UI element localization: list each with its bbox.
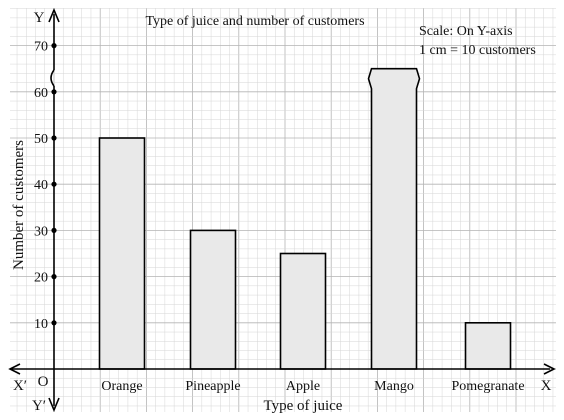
- x-axis-title: Type of juice: [264, 398, 343, 414]
- y-tick-dot: [51, 43, 57, 49]
- x-tick-label: Orange: [101, 379, 142, 394]
- axes: [8, 7, 556, 413]
- y-axis-title: Number of customers: [11, 140, 27, 270]
- y-neg-axis-letter: Y′: [32, 398, 46, 414]
- x-tick-label: Pineapple: [185, 379, 240, 394]
- bars: [98, 67, 512, 370]
- y-tick-label: 50: [34, 132, 48, 147]
- x-axis-letter: X: [541, 378, 552, 394]
- scale-note-line-1: Scale: On Y-axis: [419, 24, 513, 39]
- y-axis-break: [50, 69, 55, 87]
- y-tick-dot: [51, 135, 57, 141]
- x-neg-axis-arrow: [8, 363, 21, 375]
- y-tick-label: 20: [34, 271, 48, 286]
- x-tick-label: Pomegranate: [451, 379, 524, 394]
- bar-orange: [98, 137, 146, 370]
- y-tick-label: 60: [34, 86, 48, 101]
- x-tick-label: Apple: [286, 379, 320, 394]
- y-tick-label: 30: [34, 224, 48, 239]
- y-tick-label: 70: [34, 40, 48, 55]
- axis-labels: 10 20 30 40 50 60 70 Orange Pineapple Apple Mango P…: [11, 10, 552, 414]
- y-tick-dot: [51, 274, 57, 280]
- origin-label: O: [38, 374, 49, 390]
- bar-mango: [367, 67, 421, 370]
- y-tick-dot: [51, 320, 57, 326]
- y-tick-dot: [51, 181, 57, 187]
- y-neg-axis-arrow: [48, 397, 60, 413]
- chart-title: Type of juice and number of customers: [145, 14, 364, 29]
- x-neg-axis-letter: X′: [13, 378, 27, 394]
- scale-note-line-2: 1 cm = 10 customers: [419, 43, 536, 58]
- y-tick-dot: [51, 89, 57, 95]
- bar-pineapple: [189, 229, 237, 370]
- bar-pomegranate: [464, 321, 512, 370]
- y-tick-dot: [51, 227, 57, 233]
- y-tick-label: 10: [34, 317, 48, 332]
- y-axis-letter: Y: [34, 10, 45, 26]
- x-tick-label: Mango: [374, 379, 414, 394]
- x-axis-arrow: [543, 363, 556, 375]
- bar-apple: [279, 252, 327, 370]
- y-axis-arrow: [48, 7, 60, 23]
- y-tick-label: 40: [34, 178, 48, 193]
